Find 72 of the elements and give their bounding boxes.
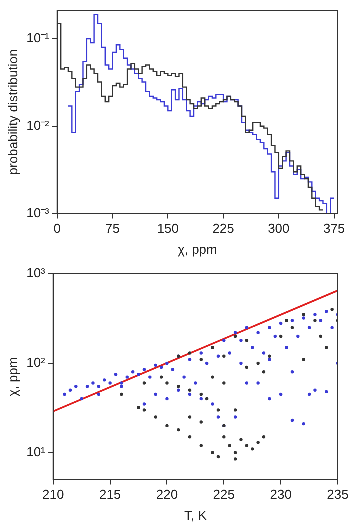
point [188,388,192,392]
x-tick-label: 220 [156,487,178,502]
x-tick-label: 215 [99,487,122,502]
point [285,319,288,322]
point [211,451,214,454]
point [166,382,169,385]
point [216,408,220,412]
point [142,408,146,412]
x-tick-label: 225 [213,487,236,502]
point [245,366,249,370]
x-tick-label: 375 [323,221,346,236]
point [319,334,323,338]
point [228,444,232,448]
x-axis-title: T, K [184,508,208,523]
y-axis-title: probability distribution [5,49,20,176]
point [120,392,124,396]
point [262,370,266,374]
point [290,326,294,330]
point [245,444,249,448]
point [166,424,169,428]
x-tick-label: 0 [54,221,62,236]
x-tick-label: 75 [106,221,120,236]
point [234,451,238,454]
point [188,436,192,439]
point [234,458,238,461]
point [222,382,226,385]
point [279,334,283,338]
y-tick-label: 10⁻² [26,118,50,133]
x-tick-label: 150 [157,221,180,236]
point [234,408,238,412]
x-tick-label: 300 [268,221,290,236]
point [205,397,209,401]
y-tick-label: 10³ [26,266,46,281]
x-tick-label: 210 [42,487,64,502]
point [234,334,238,338]
point [177,385,180,388]
point [314,319,317,322]
point [222,436,226,439]
point [222,354,226,358]
point [330,308,334,312]
point [188,416,192,419]
x-tick-label: 235 [327,487,349,502]
point [211,376,214,379]
x-tick-label: 225 [212,221,234,236]
point [302,358,306,362]
point [256,362,260,366]
point [177,428,180,432]
point [154,416,158,419]
point [302,313,306,316]
point [256,441,260,444]
point [268,354,272,358]
point [160,376,164,379]
y-tick-label: 10² [26,355,46,370]
y-tick-label: 10⁻³ [26,205,50,220]
point [251,448,254,451]
point [200,420,203,424]
x-axis-title: χ, ppm [178,242,218,257]
point [142,382,146,385]
y-axis-title: χ, ppm [5,357,20,397]
point [200,358,203,362]
point [245,339,249,342]
point [262,436,266,439]
point [200,444,203,448]
point [240,438,243,442]
point [200,392,203,396]
point [325,346,328,350]
point [216,455,220,459]
y-tick-label: 10⁻¹ [26,30,50,46]
point [188,352,192,355]
point [137,406,140,410]
x-tick-label: 230 [270,487,292,502]
y-tick-label: 10¹ [26,444,46,460]
